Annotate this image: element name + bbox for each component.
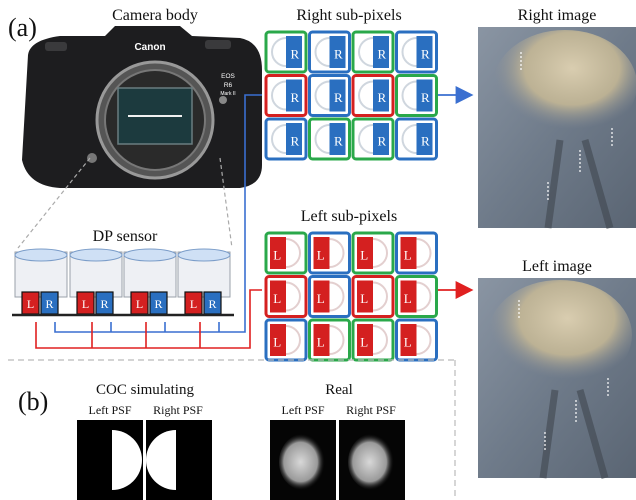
dp-right-letter: R [208,297,216,311]
left-image-title: Left image [522,258,592,275]
left-subpixel-letter: L [317,291,325,306]
left-subpixel-letter: L [404,247,412,262]
right-subpixel-cell: R [395,30,438,74]
left-image [478,278,636,479]
right-subpixel-cell: R [308,74,351,117]
left-subpixel-letter: L [360,334,368,349]
right-subpixel-cell: R [308,117,351,161]
camera-model-line-1: EOS [221,73,235,80]
right-subpixels-title: Right sub-pixels [296,7,401,24]
left-subpixel-cell: L [351,275,395,318]
right-subpixel-cell: R [264,74,308,117]
real-title: Real [325,382,353,398]
right-subpixel-letter: R [377,90,386,105]
left-subpixel-cell: L [264,231,308,275]
left-subpixel-letter: L [273,291,281,306]
panel-a-tag: (a) [8,13,37,42]
zoom-line-left [17,157,91,249]
right-subpixel-letter: R [377,133,386,148]
left-subpixel-cell: L [308,231,351,275]
left-subpixel-cell: L [351,231,395,275]
left-subpixel-cell: L [395,231,438,275]
left-subpixel-cell: L [264,318,308,362]
left-subpixel-letter: L [317,247,325,262]
coc-left-psf [77,420,143,500]
coc-title: COC simulating [96,382,194,398]
right-subpixel-cell: R [264,30,308,74]
left-subpixel-letter: L [317,334,325,349]
right-image-title: Right image [518,7,597,24]
right-subpixel-cell: R [395,117,438,161]
dp-left-letter: L [27,297,34,311]
coc-right-psf-label: Right PSF [153,403,203,417]
left-subpixel-grid: L L L L L L L L L L L L [264,231,438,362]
camera-model-line-3: Mark II [220,91,235,97]
real-right-psf [339,420,405,500]
coc-left-psf-label: Left PSF [88,403,131,417]
dp-left-letter: L [82,297,89,311]
left-subpixel-cell: L [395,275,438,318]
real-left-psf [270,420,336,500]
left-subpixel-letter: L [360,291,368,306]
right-subpixel-cell: R [351,117,395,161]
right-image [478,27,636,229]
right-subpixel-letter: R [290,133,299,148]
left-subpixel-letter: L [404,334,412,349]
camera-body-title: Camera body [112,7,198,24]
right-subpixel-letter: R [377,46,386,61]
coc-right-psf [146,420,212,500]
camera-brand: Canon [134,42,165,53]
left-subpixel-cell: L [308,318,351,362]
right-subpixel-cell: R [395,74,438,117]
left-subpixel-cell: L [308,275,351,318]
right-subpixel-letter: R [421,90,430,105]
real-right-psf-label: Right PSF [346,403,396,417]
left-subpixel-cell: L [264,275,308,318]
left-subpixel-letter: L [404,291,412,306]
dp-sensor-title: DP sensor [93,228,158,245]
right-subpixel-cell: R [351,74,395,117]
right-subpixel-letter: R [334,46,343,61]
left-subpixels-title: Left sub-pixels [301,208,397,225]
dp-right-letter: R [154,297,162,311]
panel-b-tag: (b) [18,387,48,416]
dp-right-letter: R [45,297,53,311]
right-subpixel-cell: R [351,30,395,74]
camera-model-line-2: R6 [224,82,233,89]
left-subpixel-cell: L [395,318,438,362]
right-subpixel-letter: R [290,90,299,105]
dp-left-letter: L [136,297,143,311]
right-subpixel-letter: R [421,133,430,148]
right-subpixel-letter: R [334,133,343,148]
left-subpixel-letter: L [273,247,281,262]
right-subpixel-grid: R R R R R R R R R R R R [264,30,438,161]
left-subpixel-cell: L [351,318,395,362]
dp-left-letter: L [190,297,197,311]
right-subpixel-letter: R [421,46,430,61]
real-left-psf-label: Left PSF [281,403,324,417]
right-subpixel-letter: R [334,90,343,105]
right-subpixel-cell: R [308,30,351,74]
left-subpixel-letter: L [273,334,281,349]
right-subpixel-cell: R [264,117,308,161]
right-subpixel-letter: R [290,46,299,61]
left-subpixel-letter: L [360,247,368,262]
dp-right-letter: R [100,297,108,311]
wiring [35,94,262,349]
zoom-line-right [219,157,233,249]
camera-illustration [22,26,262,188]
